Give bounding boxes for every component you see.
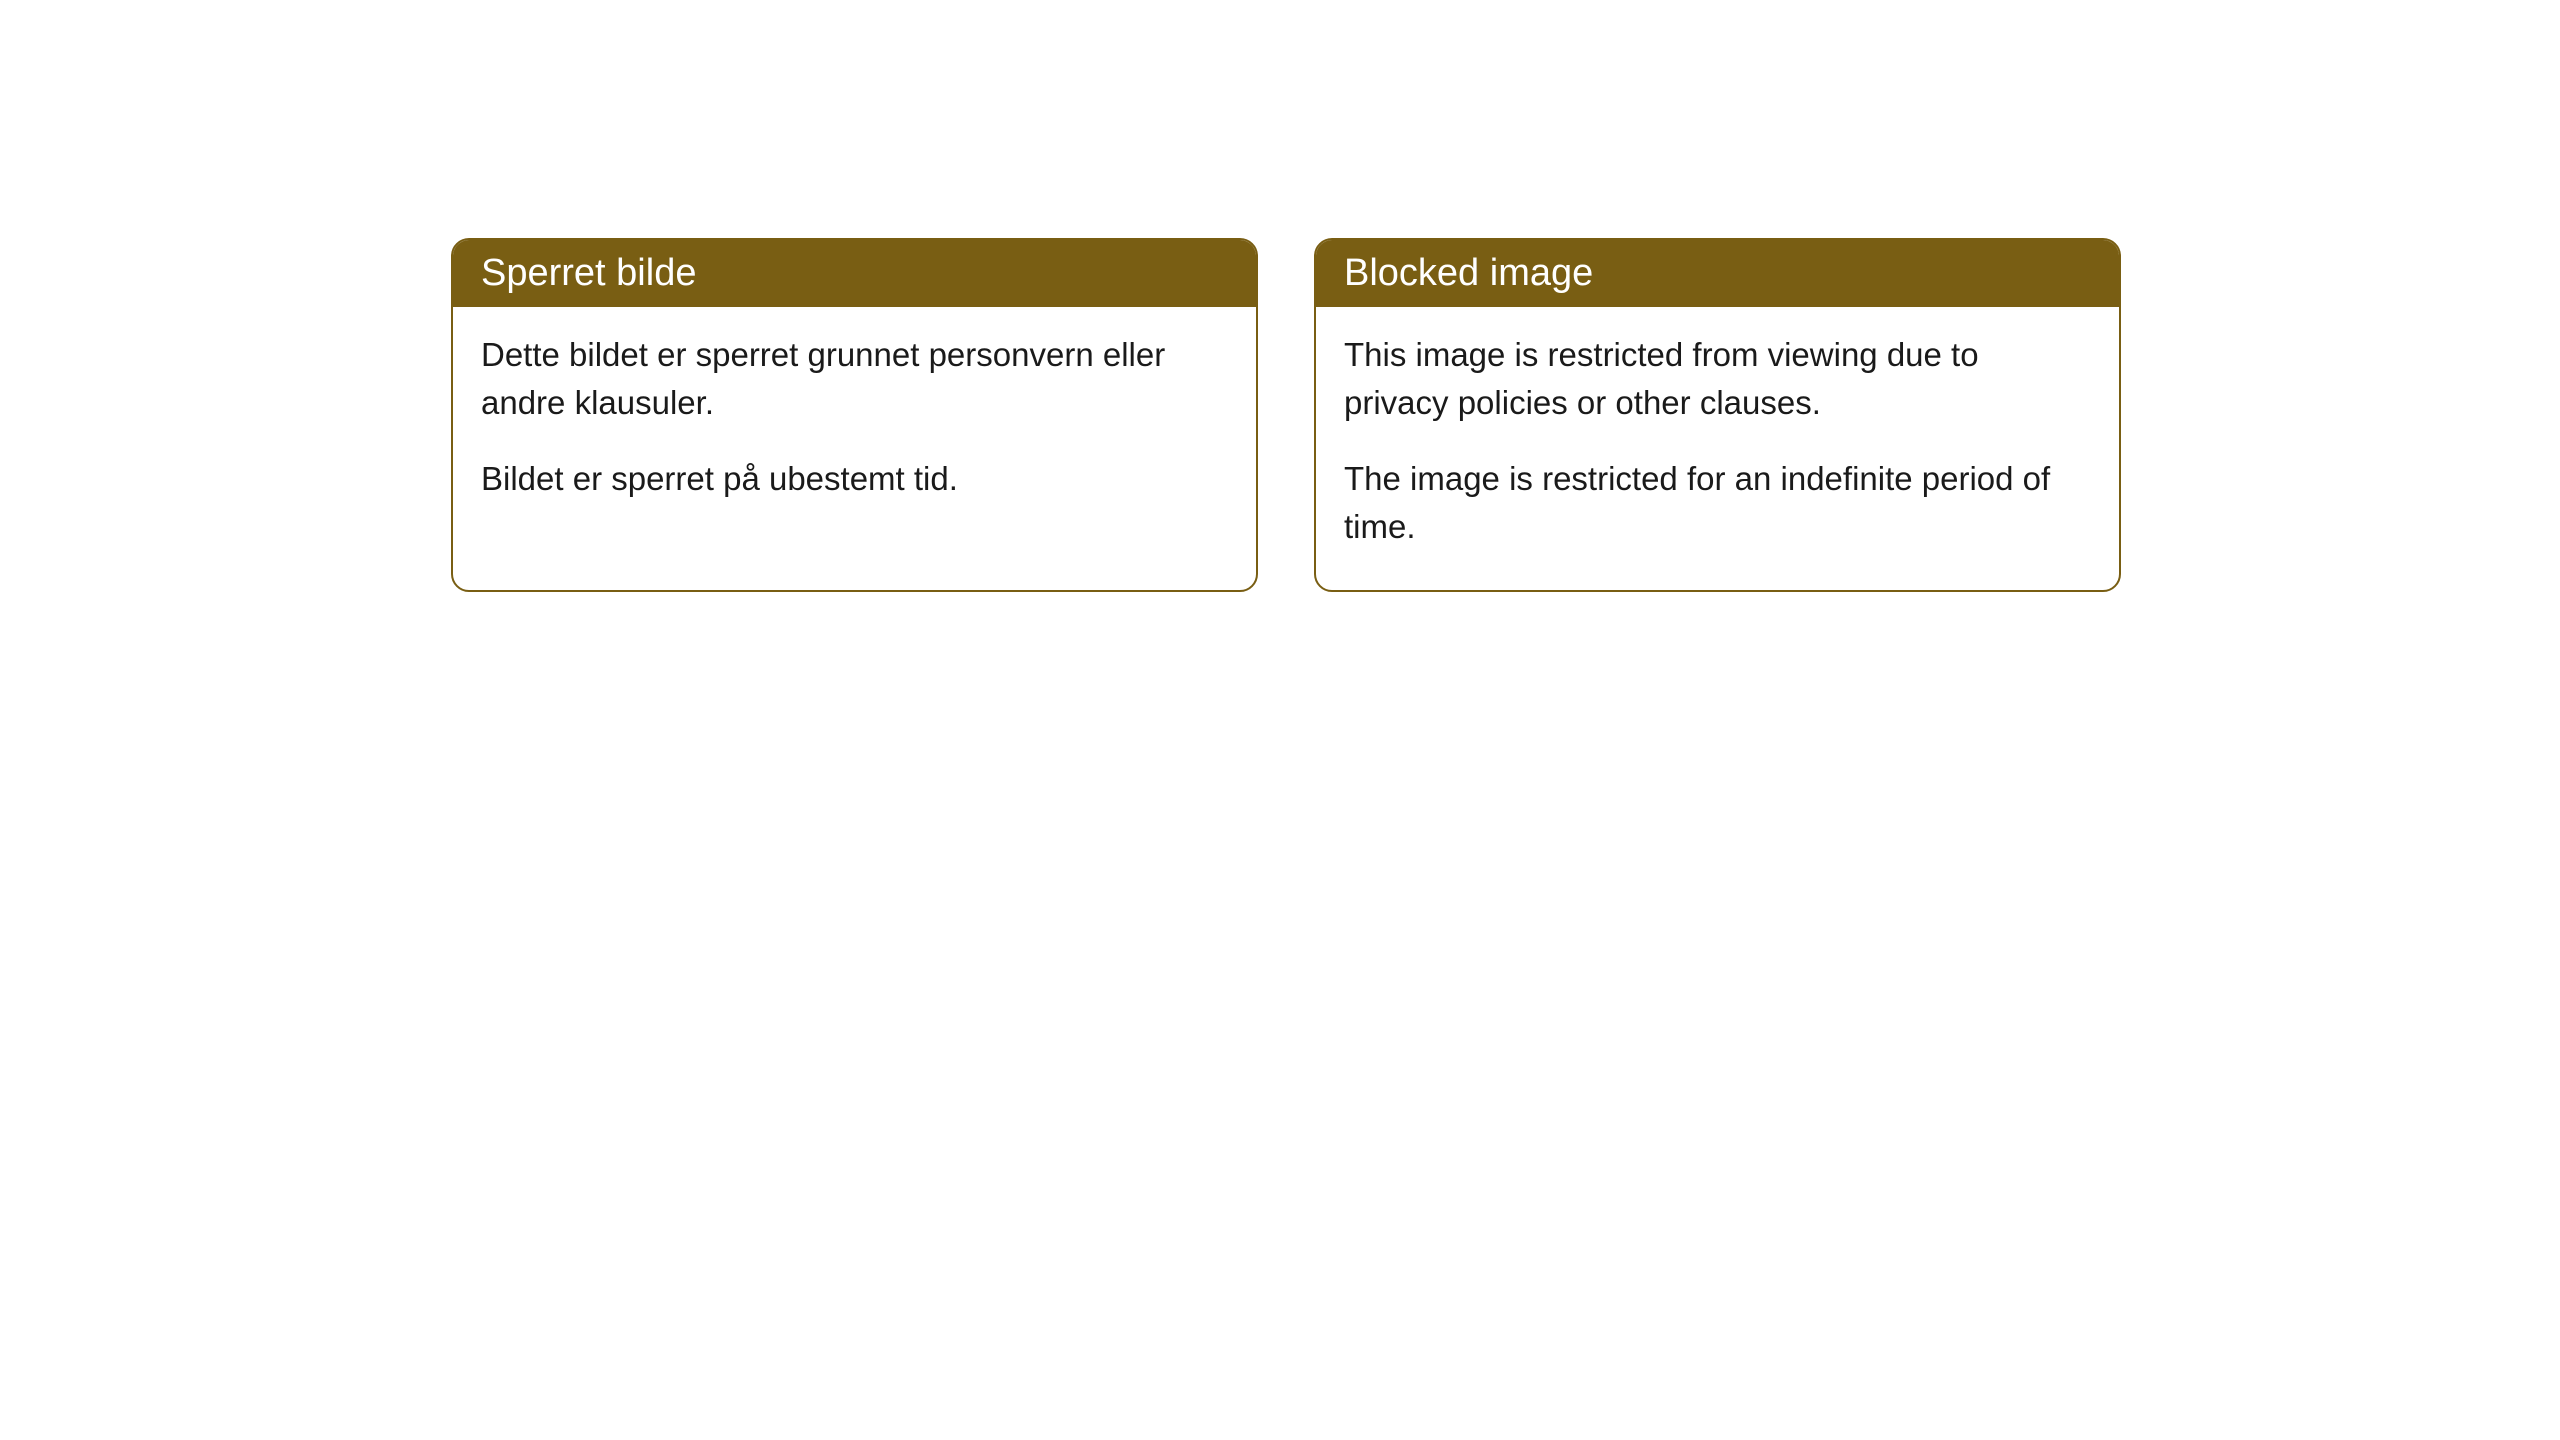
card-body: This image is restricted from viewing du… xyxy=(1316,307,2119,590)
card-paragraph: Bildet er sperret på ubestemt tid. xyxy=(481,455,1228,503)
notice-cards-container: Sperret bilde Dette bildet er sperret gr… xyxy=(451,238,2121,592)
card-paragraph: Dette bildet er sperret grunnet personve… xyxy=(481,331,1228,427)
card-title: Sperret bilde xyxy=(481,252,696,294)
card-header: Blocked image xyxy=(1316,240,2119,307)
card-title: Blocked image xyxy=(1344,252,1593,294)
card-paragraph: This image is restricted from viewing du… xyxy=(1344,331,2091,427)
blocked-image-card-norwegian: Sperret bilde Dette bildet er sperret gr… xyxy=(451,238,1258,592)
card-paragraph: The image is restricted for an indefinit… xyxy=(1344,455,2091,551)
card-body: Dette bildet er sperret grunnet personve… xyxy=(453,307,1256,543)
card-header: Sperret bilde xyxy=(453,240,1256,307)
blocked-image-card-english: Blocked image This image is restricted f… xyxy=(1314,238,2121,592)
